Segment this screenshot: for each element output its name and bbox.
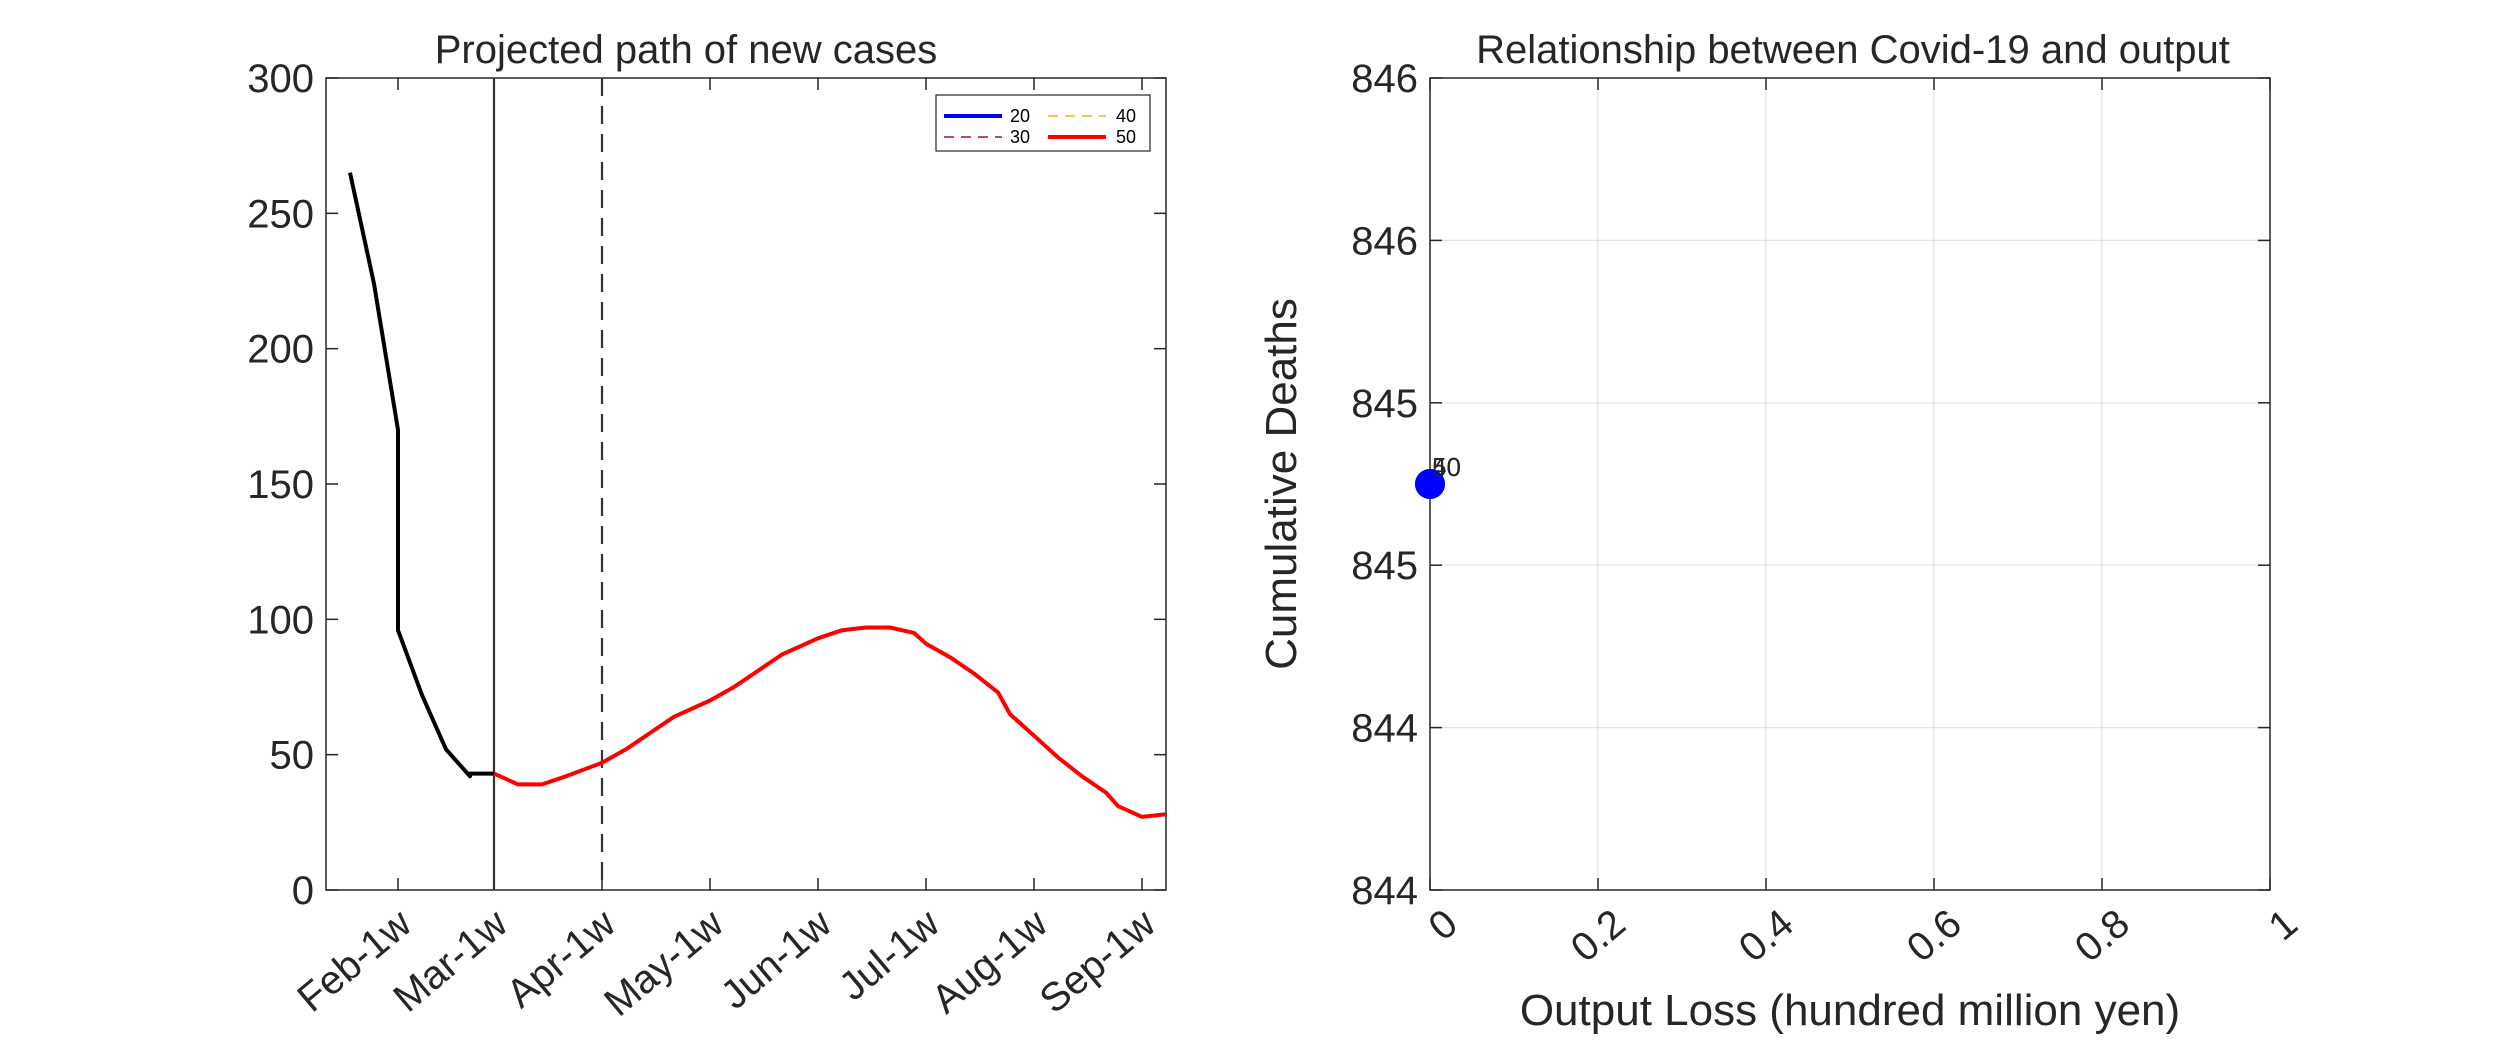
plot-area	[325, 77, 1167, 891]
y-axis: 846 846 845 845 844 844	[1351, 57, 2270, 913]
point-label: 50	[1432, 452, 1461, 482]
legend-label: 30	[1010, 127, 1030, 147]
y-tick-label: 845	[1351, 382, 1418, 426]
covid-output-chart: Relationship between Covid-19 and output…	[1257, 28, 2306, 1035]
y-tick-label: 100	[247, 598, 314, 642]
legend-label: 50	[1116, 127, 1136, 147]
x-tick-label: Sep-1w	[1032, 901, 1164, 1022]
series-lines	[348, 172, 1167, 819]
y-axis: 0 50 100 150 200 250 300	[247, 57, 1166, 913]
chart-title: Projected path of new cases	[435, 28, 938, 72]
reference-lines	[492, 78, 604, 890]
x-tick-label: 0	[1420, 901, 1465, 949]
y-tick-label: 844	[1351, 869, 1418, 913]
x-tick-label: May-1w	[596, 901, 732, 1025]
x-tick-label: 0.2	[1563, 901, 1634, 970]
new-cases-chart: Projected path of new cases 0 50 100 150 200…	[247, 28, 1167, 1025]
scatter-point	[1415, 469, 1445, 499]
x-tick-label: Jun-1w	[713, 901, 840, 1018]
chart-title: Relationship between Covid-19 and output	[1476, 28, 2230, 72]
legend-label: 20	[1010, 106, 1030, 126]
y-tick-label: 50	[270, 734, 315, 778]
x-tick-label: 0.4	[1731, 901, 1802, 970]
y-tick-label: 200	[247, 328, 314, 372]
x-axis-label: Output Loss (hundred million yen)	[1520, 986, 2180, 1035]
observed-cases-line	[348, 172, 494, 779]
y-tick-label: 150	[247, 463, 314, 507]
y-tick-label: 844	[1351, 707, 1418, 751]
y-tick-label: 0	[292, 869, 314, 913]
y-tick-label: 250	[247, 192, 314, 236]
y-axis-label: Cumulative Deaths	[1257, 298, 1306, 670]
x-tick-label: 0.6	[1899, 901, 1970, 970]
x-tick-label: 0.8	[2067, 901, 2138, 970]
y-tick-label: 846	[1351, 57, 1418, 101]
legend-label: 40	[1116, 106, 1136, 126]
plot-area	[1429, 77, 2271, 891]
legend-box	[935, 94, 1151, 152]
y-tick-label: 845	[1351, 544, 1418, 588]
y-tick-label: 300	[247, 57, 314, 101]
projection-line-50	[493, 625, 1167, 819]
grid	[1430, 78, 2270, 890]
x-tick-label: 1	[2260, 901, 2305, 949]
x-tick-label: Aug-1w	[924, 901, 1056, 1022]
y-tick-label: 846	[1351, 219, 1418, 263]
